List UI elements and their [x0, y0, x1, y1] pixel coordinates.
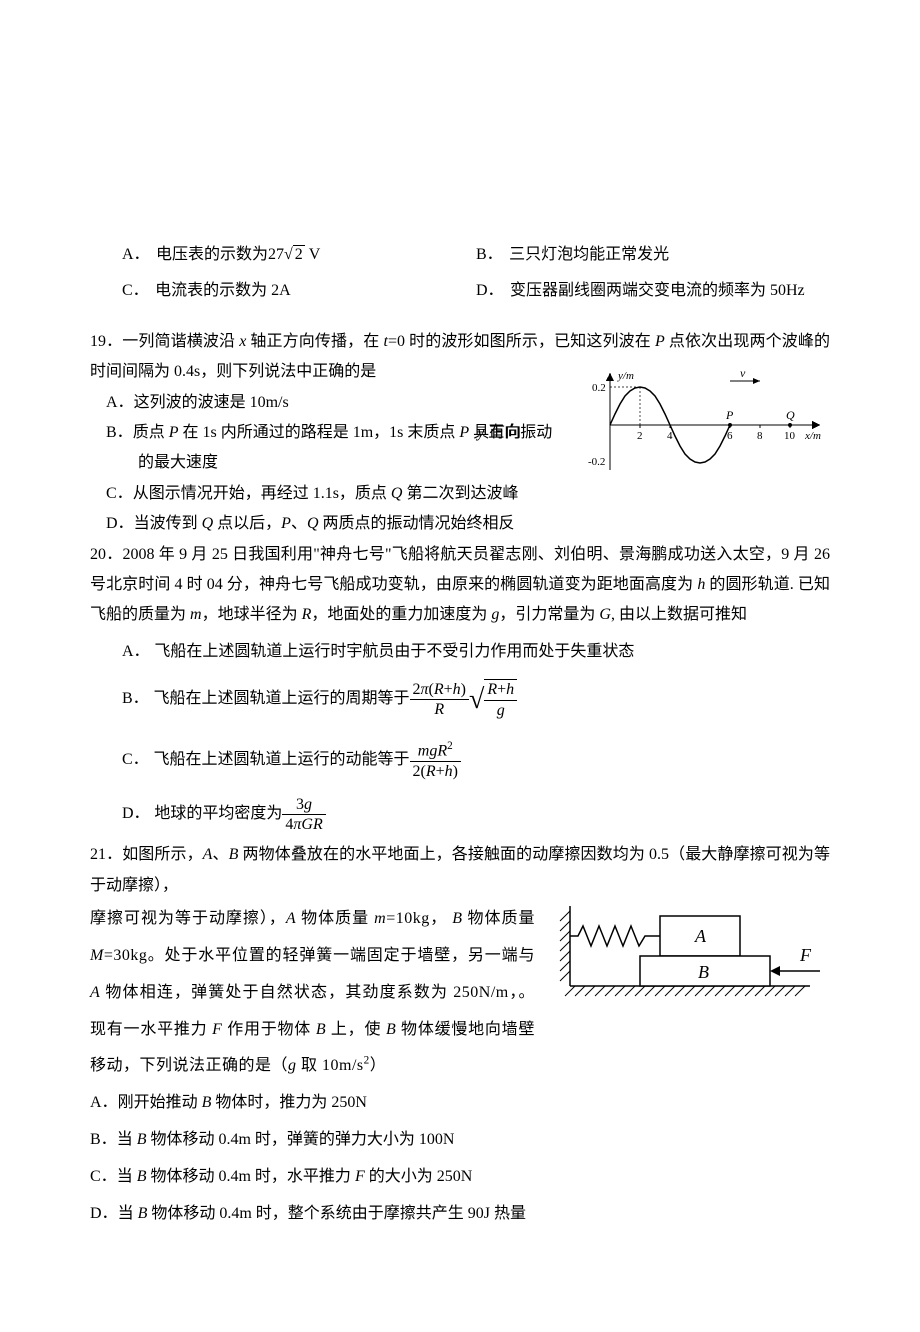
fraction: 3g 4πGR [282, 795, 325, 834]
q21-blocks-figure: A B F [550, 896, 830, 1006]
q21: 21．如图所示，A、B 两物体叠放在的水平地面上，各接触面的动摩擦因数均为 0.… [90, 840, 830, 1085]
svg-text:F: F [799, 945, 812, 965]
option-text: 三只灯泡均能正常发光 [509, 240, 669, 270]
svg-text:0.2: 0.2 [592, 382, 606, 394]
q21-options: A．刚开始推动 B 物体时，推力为 250N B．当 B 物体移动 0.4m 时… [90, 1085, 830, 1232]
svg-text:8: 8 [757, 430, 763, 442]
q18-option-c: C． 电流表的示数为 2A [122, 276, 476, 306]
q18-options-row1: A． 电压表的示数为27√2 V B． 三只灯泡均能正常发光 [90, 240, 830, 270]
option-label: B． [476, 240, 503, 270]
q20-option-a: A． 飞船在上述圆轨道上运行时宇航员由于不受引力作用而处于失重状态 [90, 637, 830, 667]
svg-text:A: A [694, 926, 707, 946]
svg-text:6: 6 [727, 430, 733, 442]
q19-option-c: C．从图示情况开始，再经过 1.1s，质点 Q 第二次到达波峰 [90, 479, 560, 509]
svg-text:v: v [740, 366, 746, 380]
fraction: mgR2 2(R+h) [410, 740, 461, 781]
svg-text:Q: Q [786, 408, 795, 422]
option-label: D． [476, 276, 504, 306]
option-text: 电压表的示数为27√2 V [156, 240, 320, 270]
option-text: 电流表的示数为 2A [155, 276, 291, 306]
q20-option-b: B． 飞船在上述圆轨道上运行的周期等于 2π(R+h) R √ R+h g [90, 673, 830, 726]
fraction: R+h g [484, 679, 517, 719]
fraction: 2π(R+h) R [410, 680, 469, 719]
sqrt-icon: √ [469, 673, 484, 726]
q21-option-a: A．刚开始推动 B 物体时，推力为 250N [90, 1085, 830, 1122]
q18-option-b: B． 三只灯泡均能正常发光 [476, 240, 830, 270]
option-label: C． [122, 276, 149, 306]
svg-text:y/m: y/m [617, 370, 634, 382]
svg-text:2: 2 [637, 430, 643, 442]
option-text: 变压器副线圈两端交变电流的频率为 50Hz [510, 276, 805, 306]
svg-text:10: 10 [784, 430, 796, 442]
q19-options: A．这列波的波速是 10m/s B．质点 P 在 1s 内所通过的路程是 1m，… [90, 388, 560, 540]
svg-text:P: P [725, 408, 734, 422]
q19-wave-figure: y/m x/m 0.2 -0.2 2 4 6 8 10 P Q v [580, 365, 830, 485]
q21-option-d: D．当 B 物体移动 0.4m 时，整个系统由于摩擦共产生 90J 热量 [90, 1196, 830, 1233]
q20-option-d: D． 地球的平均密度为 3g 4πGR [90, 795, 830, 834]
page: A． 电压表的示数为27√2 V B． 三只灯泡均能正常发光 C． 电流表的示数… [0, 0, 920, 1332]
q21-option-c: C．当 B 物体移动 0.4m 时，水平推力 F 的大小为 250N [90, 1159, 830, 1196]
q18-option-d: D． 变压器副线圈两端交变电流的频率为 50Hz [476, 276, 830, 306]
svg-text:x/m: x/m [804, 430, 821, 442]
q20-option-c: C． 飞船在上述圆轨道上运行的动能等于 mgR2 2(R+h) [90, 740, 830, 781]
option-label: A． [122, 240, 150, 270]
q18-options-row2: C． 电流表的示数为 2A D． 变压器副线圈两端交变电流的频率为 50Hz [90, 276, 830, 306]
q21-option-b: B．当 B 物体移动 0.4m 时，弹簧的弹力大小为 100N [90, 1122, 830, 1159]
svg-text:4: 4 [667, 430, 673, 442]
q19-option-d: D．当波传到 Q 点以后，P、Q 两质点的振动情况始终相反 [90, 509, 560, 539]
svg-text:-0.2: -0.2 [588, 456, 605, 468]
svg-text:B: B [698, 962, 709, 982]
q19-option-a: A．这列波的波速是 10m/s [90, 388, 560, 418]
q20-stem: 20．2008 年 9 月 25 日我国利用"神舟七号"飞船将航天员翟志刚、刘伯… [90, 540, 830, 631]
q18-option-a: A． 电压表的示数为27√2 V [122, 240, 476, 270]
q19-option-b: B．质点 P 在 1s 内所通过的路程是 1m，1s 末质点 P 具有向 y 正… [90, 418, 560, 479]
q19: 19．一列简谐横波沿 x 轴正方向传播，在 t=0 时的波形如图所示，已知这列波… [90, 327, 830, 540]
